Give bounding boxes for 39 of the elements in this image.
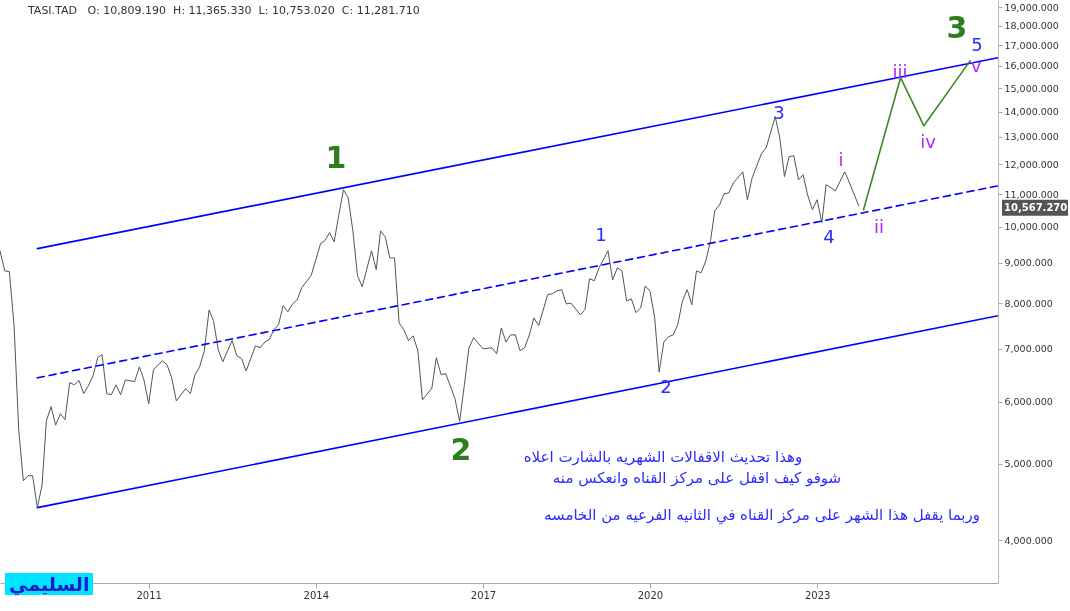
y-tick-label: 6,000.000 [1004, 396, 1053, 408]
annotation: السليمي [5, 573, 94, 595]
annotation: 3 [773, 102, 785, 123]
x-tick-label: 2020 [637, 589, 664, 601]
ref-line-label: 10,567.270 [1004, 201, 1068, 213]
y-tick-label: 5,000.000 [1004, 458, 1053, 470]
y-tick-label: 8,000.000 [1004, 297, 1053, 309]
annotation: iv [920, 131, 936, 152]
y-tick-label: 4,000.000 [1004, 534, 1053, 546]
annotation: 4 [823, 226, 835, 247]
annotation: 5 [971, 34, 983, 55]
y-tick-label: 15,000.000 [1004, 82, 1059, 94]
annotation: 1 [325, 140, 347, 175]
y-tick-label: 18,000.000 [1004, 20, 1059, 32]
annotation: 2 [450, 432, 472, 467]
y-tick-label: 17,000.000 [1004, 39, 1059, 51]
x-tick-label: 2011 [136, 589, 162, 601]
y-tick-label: 10,000.000 [1004, 221, 1059, 233]
annotation: شوفو كيف اقفل على مركز القناه وانعكس منه [552, 468, 842, 487]
line-series [862, 59, 972, 211]
annotation: iii [892, 61, 908, 82]
annotation: 1 [595, 224, 607, 245]
y-tick-label: 7,000.000 [1004, 343, 1053, 355]
chart-title: TASI.TAD O: 10,809.190 H: 11,365.330 L: 10,753.020 C: 11,281.710 [28, 4, 420, 17]
annotation: i [838, 149, 844, 170]
y-tick-label: 14,000.000 [1004, 106, 1059, 118]
x-tick-label: 2014 [303, 589, 330, 601]
y-tick-label: 9,000.000 [1004, 257, 1053, 269]
annotation: وربما يقفل هذا الشهر على مركز القناه في الثانيه الفرعيه من الخامسه [543, 505, 981, 524]
annotation: وهذا تحديث الاقفالات الشهريه بالشارت اعلاه [523, 447, 803, 466]
y-tick-label: 13,000.000 [1004, 131, 1059, 143]
x-tick-label: 2023 [804, 589, 831, 601]
x-tick-label: 2017 [470, 589, 497, 601]
annotation: 3 [946, 10, 968, 45]
y-tick-label: 19,000.000 [1004, 1, 1059, 13]
y-tick-label: 12,000.000 [1004, 158, 1059, 170]
y-tick-label: 16,000.000 [1004, 60, 1059, 72]
y-tick-label: 11,000.000 [1004, 188, 1059, 200]
annotation: ii [873, 216, 885, 237]
